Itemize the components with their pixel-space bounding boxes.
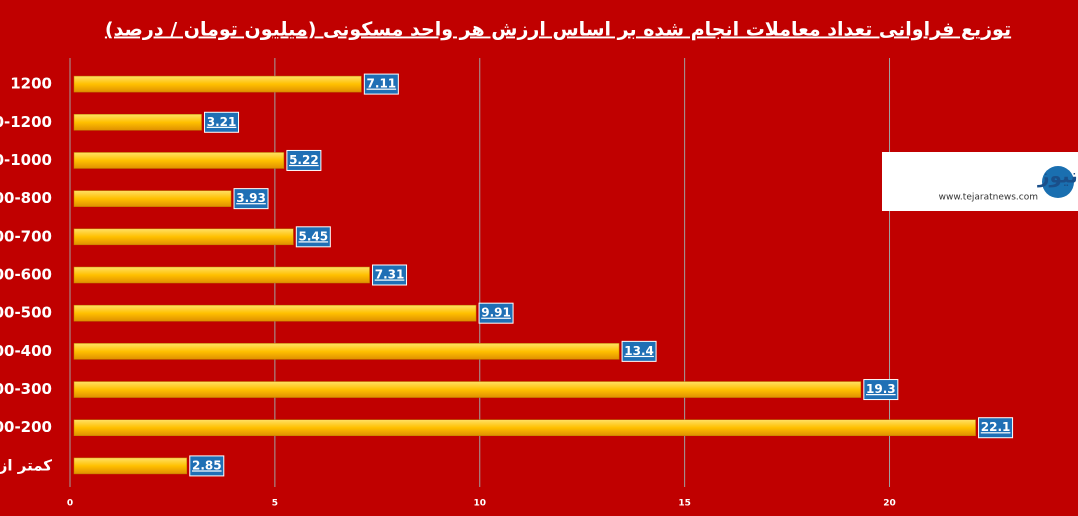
value-label-text: 19.3	[866, 382, 896, 396]
value-label-text: 5.22	[289, 153, 319, 167]
value-label: 5.22	[286, 149, 322, 171]
y-tick-label: 00-600	[0, 266, 52, 284]
value-label: 3.93	[233, 188, 269, 210]
value-label-text: 22.1	[981, 420, 1011, 434]
y-tick-label: 00-200	[0, 418, 52, 436]
value-label-text: 7.31	[375, 268, 405, 282]
x-tick-label: 0	[67, 499, 73, 509]
y-tick-label: 00-700	[0, 227, 52, 245]
value-label-box	[478, 302, 514, 324]
value-label: 3.21	[204, 111, 240, 133]
chart-title: توزیع فراوانی تعداد معاملات انجام شده بر…	[105, 19, 1011, 41]
value-label-box	[621, 340, 657, 362]
value-label: 13.4	[621, 340, 657, 362]
value-label: 5.45	[295, 226, 331, 248]
value-label-box	[978, 417, 1014, 439]
value-label: 7.11	[363, 73, 399, 95]
bar	[73, 152, 285, 169]
logo-url: www.tejaratnews.com	[939, 193, 1038, 203]
bar	[73, 190, 232, 207]
value-label-text: 13.4	[624, 344, 654, 358]
bar	[73, 304, 477, 322]
y-tick-label: 00-800	[0, 189, 52, 207]
value-label-box	[286, 149, 322, 171]
y-tick-label: 00-300	[0, 380, 52, 398]
value-label-text: 5.45	[299, 229, 329, 243]
value-label-text: 7.11	[367, 77, 397, 91]
bar	[73, 266, 370, 284]
y-tick-label: 0-1200	[0, 113, 52, 131]
grid	[69, 58, 891, 487]
value-label-text: 9.91	[481, 306, 511, 320]
bar	[73, 343, 620, 360]
x-tick-label: 5	[272, 499, 278, 509]
value-label-box	[233, 188, 269, 210]
value-label-text: 3.21	[207, 115, 237, 129]
logo-name: تجارت نیوز	[1037, 164, 1078, 188]
y-tick-label: 1200	[10, 75, 52, 93]
value-label: 19.3	[863, 379, 899, 401]
y-tick-label: کمتر از	[0, 456, 52, 474]
value-label-box	[189, 455, 225, 477]
bar	[73, 457, 188, 475]
logo-icon	[1042, 166, 1074, 198]
value-label-box	[363, 73, 399, 95]
logo: تجارت نیوز www.tejaratnews.com	[882, 152, 1078, 211]
y-tick-label: 00-400	[0, 342, 52, 360]
value-label: 7.31	[372, 264, 408, 286]
x-tick-label: 15	[678, 499, 691, 509]
y-tick-label: 00-500	[0, 304, 52, 322]
value-label: 2.85	[189, 455, 225, 477]
bar	[73, 114, 202, 131]
bar	[73, 75, 362, 93]
value-label-text: 3.93	[236, 191, 266, 205]
y-tick-label: 0-1000	[0, 151, 52, 169]
x-tick-label: 20	[883, 499, 896, 509]
value-label-text: 2.85	[192, 458, 222, 472]
bar	[73, 419, 976, 436]
value-label: 22.1	[978, 417, 1014, 439]
value-label-box	[204, 111, 240, 133]
value-label-box	[372, 264, 408, 286]
value-label-box	[863, 379, 899, 401]
value-label: 9.91	[478, 302, 514, 324]
bar	[73, 228, 294, 246]
x-tick-label: 10	[473, 499, 486, 509]
value-label-box	[295, 226, 331, 248]
bar	[73, 381, 862, 398]
